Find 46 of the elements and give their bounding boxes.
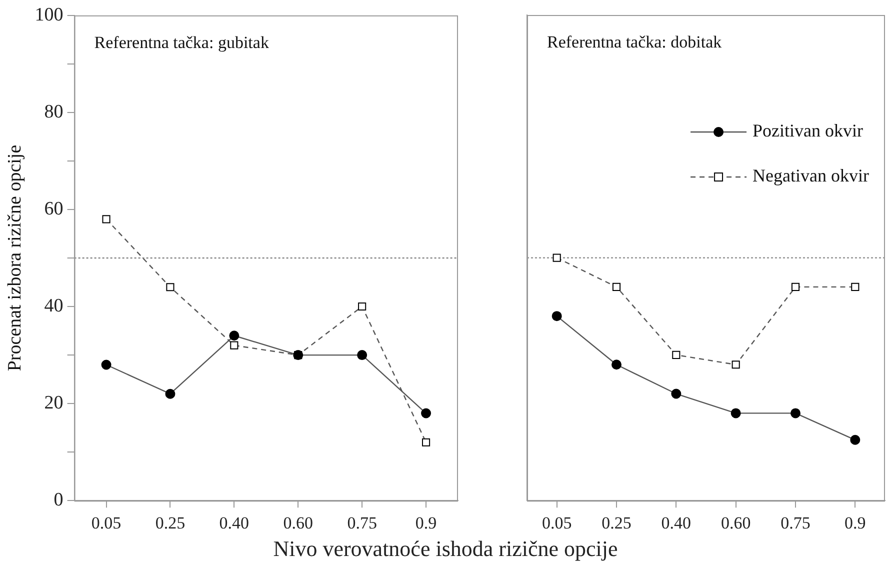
y-tick-label: 80 — [44, 101, 64, 122]
point — [672, 350, 680, 359]
x-tick-label: 0.60 — [283, 513, 313, 532]
x-tick-label: 0.40 — [661, 513, 692, 532]
y-tick-label: 0 — [54, 490, 64, 511]
point — [101, 360, 112, 370]
legend-label: Negativan okvir — [752, 166, 870, 186]
point — [166, 283, 174, 292]
x-tick-label: 0.25 — [602, 513, 632, 532]
x-tick-label: 0.75 — [347, 513, 377, 532]
x-tick-label: 0.9 — [415, 513, 437, 532]
y-tick-label: 100 — [34, 4, 64, 26]
point — [732, 360, 740, 369]
y-tick-label: 20 — [44, 392, 64, 414]
y-axis-title: Procenat izbora rizične opcije — [4, 144, 26, 372]
point — [671, 388, 682, 399]
point — [791, 282, 800, 291]
point — [612, 282, 621, 291]
point — [552, 254, 561, 262]
point — [612, 360, 622, 370]
annotation: Referentna tačka: gubitak — [94, 32, 270, 52]
point — [730, 408, 741, 418]
y-tick-label: 40 — [44, 296, 64, 317]
x-tick-label: 0.05 — [542, 513, 572, 532]
legend-label: Pozitivan okvir — [752, 120, 864, 141]
point — [790, 408, 800, 418]
point — [230, 341, 238, 350]
point — [850, 434, 860, 445]
point — [358, 302, 366, 311]
point — [229, 330, 240, 341]
x-tick-label: 0.75 — [780, 513, 810, 532]
point — [851, 282, 860, 291]
annotation: Referentna tačka: dobitak — [547, 32, 722, 52]
x-tick-label: 0.40 — [219, 513, 250, 532]
point — [552, 311, 562, 322]
point — [422, 438, 430, 446]
point — [102, 215, 110, 224]
point — [357, 350, 368, 360]
point — [421, 408, 432, 418]
x-tick-label: 0.9 — [844, 513, 866, 532]
y-tick-label: 60 — [44, 198, 64, 220]
x-axis-title: Nivo verovatnoće ishoda rizične opcije — [272, 536, 619, 562]
x-tick-label: 0.05 — [91, 513, 122, 532]
x-tick-label: 0.60 — [720, 513, 751, 532]
x-tick-label: 0.25 — [155, 513, 186, 532]
point — [165, 388, 176, 399]
